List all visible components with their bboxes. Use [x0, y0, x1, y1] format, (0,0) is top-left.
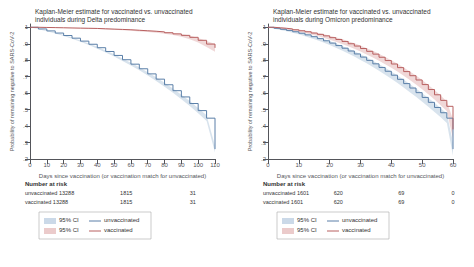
svg-text:.8: .8	[261, 57, 267, 63]
svg-text:1: 1	[263, 24, 267, 30]
svg-text:Probability of remaining negat: Probability of remaining negative to SAR…	[9, 32, 15, 152]
svg-text:Kaplan-Meier estimate for vacc: Kaplan-Meier estimate for vaccinated vs.…	[35, 8, 194, 16]
svg-text:95% CI: 95% CI	[297, 217, 317, 223]
svg-text:95% CI: 95% CI	[59, 217, 79, 223]
svg-text:50: 50	[111, 162, 118, 168]
svg-text:60: 60	[450, 162, 457, 168]
svg-text:Number at risk: Number at risk	[25, 181, 68, 187]
svg-text:unvaccinated 13288: unvaccinated 13288	[25, 190, 74, 196]
svg-text:individuals during Delta predo: individuals during Delta predominance	[35, 16, 146, 24]
svg-text:unvaccinated: unvaccinated	[342, 217, 377, 223]
svg-text:.3: .3	[261, 140, 267, 146]
svg-text:69: 69	[398, 190, 404, 196]
svg-text:90: 90	[178, 162, 185, 168]
svg-text:.2: .2	[261, 156, 266, 162]
svg-text:1: 1	[25, 24, 29, 30]
svg-text:.8: .8	[23, 57, 29, 63]
svg-text:Days since vaccination (or vac: Days since vaccination (or vaccination m…	[277, 173, 444, 179]
svg-text:40: 40	[388, 162, 395, 168]
svg-text:individuals during Omicron pre: individuals during Omicron predominance	[273, 16, 393, 24]
svg-text:50: 50	[419, 162, 426, 168]
svg-text:.9: .9	[261, 41, 267, 47]
svg-text:0: 0	[451, 199, 454, 205]
svg-text:110: 110	[210, 162, 220, 168]
svg-text:31: 31	[190, 190, 196, 196]
svg-text:20: 20	[60, 162, 67, 168]
svg-text:.4: .4	[261, 123, 267, 129]
svg-text:.7: .7	[23, 74, 29, 80]
svg-text:vaccinated 1601: vaccinated 1601	[263, 199, 303, 205]
svg-text:vaccinated: vaccinated	[104, 227, 133, 233]
svg-text:0: 0	[28, 162, 32, 168]
svg-text:.9: .9	[23, 41, 29, 47]
svg-text:30: 30	[77, 162, 84, 168]
svg-text:.2: .2	[23, 156, 28, 162]
svg-text:.6: .6	[23, 90, 29, 96]
svg-text:.4: .4	[23, 123, 29, 129]
svg-text:30: 30	[357, 162, 364, 168]
svg-text:vaccinated: vaccinated	[342, 227, 371, 233]
svg-text:.3: .3	[23, 140, 29, 146]
svg-text:unvaccinated: unvaccinated	[104, 217, 139, 223]
svg-text:.6: .6	[261, 90, 267, 96]
svg-text:Probability of remaining negat: Probability of remaining negative to SAR…	[247, 32, 253, 152]
svg-text:60: 60	[128, 162, 135, 168]
svg-text:40: 40	[94, 162, 101, 168]
svg-text:0: 0	[266, 162, 270, 168]
svg-text:20: 20	[326, 162, 333, 168]
svg-text:1815: 1815	[120, 199, 132, 205]
svg-text:.5: .5	[23, 107, 29, 113]
svg-text:unvaccinated 1601: unvaccinated 1601	[263, 190, 309, 196]
svg-text:1815: 1815	[120, 190, 132, 196]
svg-text:Days since vaccination (or vac: Days since vaccination (or vaccination m…	[39, 173, 206, 179]
svg-text:10: 10	[295, 162, 302, 168]
svg-text:10: 10	[43, 162, 50, 168]
svg-text:620: 620	[334, 199, 343, 205]
svg-text:Kaplan-Meier estimate for vacc: Kaplan-Meier estimate for vaccinated vs.…	[273, 8, 432, 16]
svg-text:69: 69	[398, 199, 404, 205]
svg-text:.5: .5	[261, 107, 267, 113]
svg-text:0: 0	[451, 190, 454, 196]
svg-text:.7: .7	[261, 74, 267, 80]
svg-text:620: 620	[334, 190, 343, 196]
svg-text:vaccinated 13288: vaccinated 13288	[25, 199, 68, 205]
svg-text:31: 31	[190, 199, 196, 205]
svg-text:95% CI: 95% CI	[59, 227, 79, 233]
svg-text:Number at risk: Number at risk	[263, 181, 306, 187]
svg-text:80: 80	[161, 162, 168, 168]
svg-text:70: 70	[144, 162, 151, 168]
svg-text:100: 100	[193, 162, 204, 168]
svg-text:95% CI: 95% CI	[297, 227, 317, 233]
